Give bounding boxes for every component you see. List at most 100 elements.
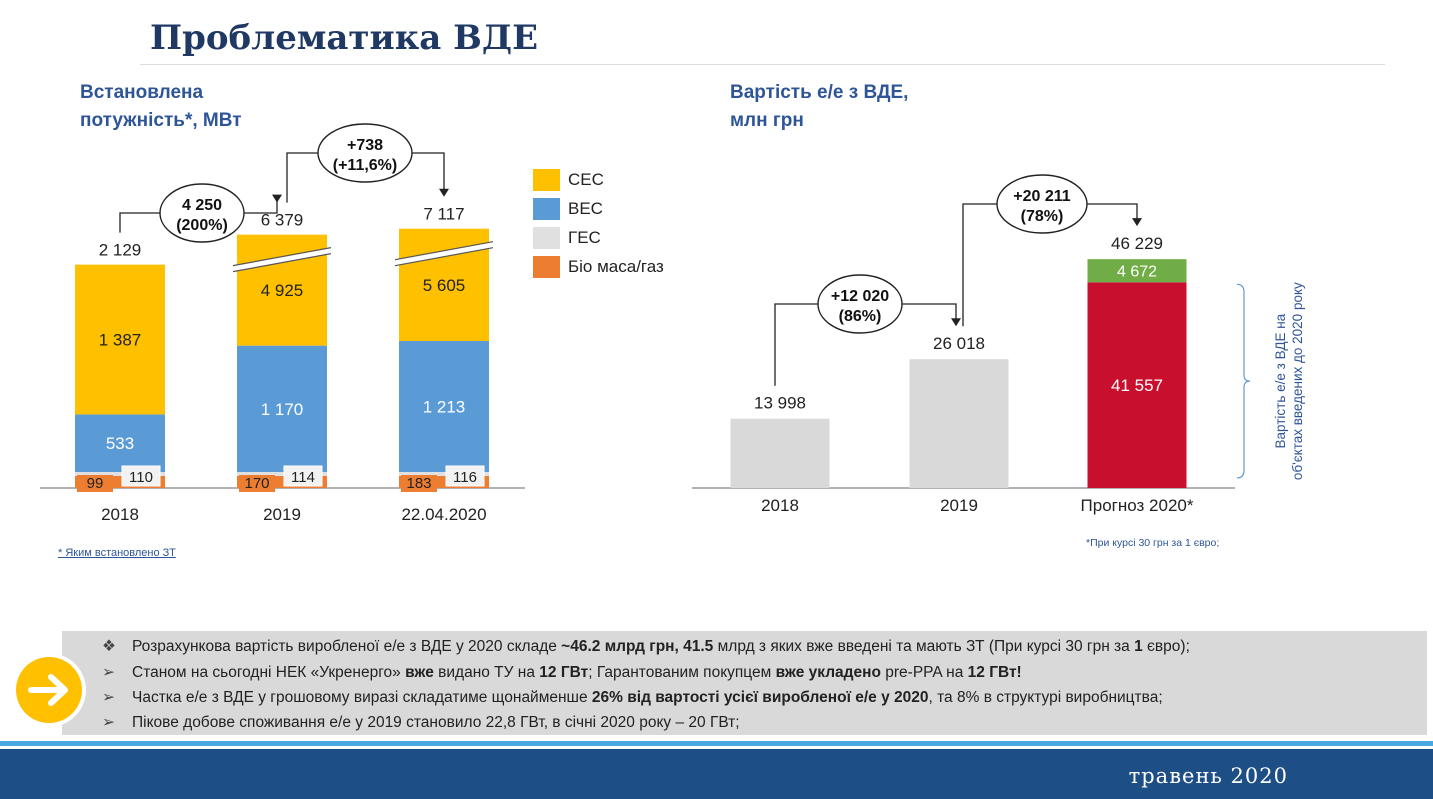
- legend-swatch-ges: [533, 226, 560, 249]
- data-label-bio-bg: [77, 475, 113, 492]
- brace-label: Вартість е/е з ВДЕ на об'єктах введених д…: [1273, 282, 1305, 480]
- axis-break-gap: [235, 247, 329, 272]
- axis-break-gap: [397, 241, 491, 266]
- bullet-text-bold: вже укладено: [775, 664, 881, 681]
- bar-segment-ves: [75, 414, 165, 472]
- bullet-text-segment: Пікове добове споживання е/е у 2019 стан…: [132, 714, 740, 731]
- cost-bubble-1-value: +12 020: [831, 288, 889, 305]
- bullet-text: Частка е/е з ВДЕ у грошовому виразі скла…: [132, 689, 1163, 706]
- bullet-text-segment: Розрахункова вартість виробленої е/е з В…: [132, 638, 562, 655]
- x-tick-label: 22.04.2020: [401, 505, 486, 524]
- x-tick-label: 2019: [263, 505, 301, 524]
- capacity-chart: 533 1 387 99 110 2 129 2018 1 170 4 925 170 114 6 …: [40, 123, 525, 524]
- summary-panel: ❖ Розрахункова вартість виробленої е/е з …: [62, 631, 1427, 735]
- bullet-2: ➢ Станом на сьогодні НЕК «Укренерго» вже …: [102, 663, 1022, 682]
- cost-total-label: 13 998: [754, 394, 806, 413]
- bullet-text-bold: ~46.2 млрд грн, 41.5: [561, 638, 714, 655]
- bullet-text-bold: 12 ГВт!: [967, 664, 1022, 681]
- data-label-bio: 99: [87, 475, 104, 492]
- growth-connector-1-arrowhead: [272, 194, 282, 203]
- cost-bubble-1-percent: (86%): [839, 308, 882, 325]
- data-label-bio-bg: [239, 475, 275, 492]
- growth-bubble-2-value: +738: [347, 137, 383, 154]
- legend-swatch-bio: [533, 255, 560, 278]
- data-label-bio: 183: [406, 475, 431, 492]
- bullet-text-bold: 1: [1134, 638, 1143, 655]
- bar-segment-ses: [75, 264, 165, 415]
- bullet-marker: ➢: [102, 714, 115, 731]
- cost-data-label-new: 4 672: [1117, 264, 1157, 281]
- title-divider: [140, 64, 1385, 65]
- data-label-ves: 1 213: [423, 397, 466, 416]
- axis-break-line: [232, 247, 332, 267]
- cost-bubble-2-value: +20 211: [1013, 188, 1071, 205]
- cost-bubble-1-ellipse: [817, 274, 903, 334]
- bar-total-label: 6 379: [261, 211, 304, 230]
- bullet-marker: ❖: [102, 638, 116, 655]
- footer-stripe-gap: [0, 746, 1433, 749]
- bullet-3: ➢ Частка е/е з ВДЕ у грошовому виразі скл…: [102, 688, 1163, 707]
- bullet-marker: ➢: [102, 664, 115, 681]
- data-label-ges: 110: [129, 469, 153, 486]
- capacity-chart-title: Встановлена потужність*, МВт: [80, 82, 242, 131]
- axis-break-line: [232, 253, 332, 273]
- bullet-text-segment: євро);: [1142, 638, 1190, 655]
- bullet-4: ➢ Пікове добове споживання е/е у 2019 ста…: [102, 713, 740, 732]
- growth-connector-2-arrowhead: [439, 188, 449, 197]
- bullet-text-segment: pre-PPA на: [880, 664, 968, 681]
- bar-segment-ges: [399, 472, 489, 476]
- footer-stripe: [0, 741, 1433, 746]
- bullet-text: Розрахункова вартість виробленої е/е з В…: [132, 638, 1190, 655]
- data-label-ses: 5 605: [423, 276, 466, 295]
- data-label-ves: 1 170: [261, 400, 304, 419]
- bullet-text-bold: вже: [405, 664, 434, 681]
- data-label-ses: 1 387: [99, 331, 142, 350]
- bullet-text-segment: видано ТУ на: [433, 664, 540, 681]
- legend-item-ves: ВЕС: [533, 194, 664, 223]
- growth-bubble-1-percent: (200%): [176, 217, 228, 234]
- cost-connector-1-arrowhead: [951, 318, 961, 327]
- bar-segment-ges: [75, 472, 165, 476]
- cost-total-label: 26 018: [933, 334, 985, 353]
- axis-break-line: [394, 241, 494, 261]
- legend-label-ges: ГЕС: [568, 227, 601, 247]
- cost-x-tick-label: 2018: [761, 496, 799, 515]
- arrow-right-icon: [16, 657, 82, 723]
- growth-bubble-2-ellipse: [317, 123, 413, 183]
- bullet-text-bold: 26% від вартості усієї виробленої е/е у …: [591, 689, 929, 706]
- cost-bubble-2-percent: (78%): [1021, 208, 1064, 225]
- bullet-text: Станом на сьогодні НЕК «Укренерго» вже в…: [132, 664, 1022, 681]
- data-label-ges-bg: [283, 465, 323, 487]
- data-label-ges-bg: [121, 465, 161, 487]
- data-label-ves: 533: [106, 434, 134, 453]
- growth-bubble-1-value: 4 250: [182, 197, 222, 214]
- axis-break-line: [394, 247, 494, 267]
- data-label-ges: 114: [291, 469, 315, 486]
- cost-chart: 13 998 2018 26 018 2019 41 557 4 672 Вартість …: [692, 174, 1305, 515]
- legend-item-ses: СЕС: [533, 165, 664, 194]
- cost-x-tick-label: 2019: [940, 496, 978, 515]
- brace-icon: [1236, 283, 1251, 479]
- bullet-text-segment: Частка е/е з ВДЕ у грошовому виразі скла…: [132, 689, 592, 706]
- bar-total-label: 2 129: [99, 241, 142, 260]
- x-tick-label: 2018: [101, 505, 139, 524]
- legend-label-bio: Біо маса/газ: [568, 256, 664, 276]
- bullet-text: Пікове добове споживання е/е у 2019 стан…: [132, 714, 740, 731]
- capacity-legend: СЕС ВЕС ГЕС Біо маса/газ: [533, 165, 664, 281]
- cost-data-label-existing: 41 557: [1111, 376, 1163, 395]
- cost-x-tick-label: Прогноз 2020*: [1081, 496, 1194, 515]
- data-label-ges: 116: [453, 469, 477, 486]
- legend-swatch-ses: [533, 168, 560, 191]
- data-label-ges-bg: [445, 465, 485, 487]
- legend-swatch-ves: [533, 197, 560, 220]
- capacity-footnote: * Яким встановлено ЗТ: [58, 547, 176, 559]
- growth-bubble-2-percent: (+11,6%): [333, 157, 397, 174]
- bullet-text-bold: 12 ГВт: [539, 664, 589, 681]
- data-label-bio-bg: [401, 475, 437, 492]
- bullet-text-segment: ; Гарантованим покупцем: [588, 664, 776, 681]
- slide-title: Проблематика ВДЕ: [150, 18, 538, 58]
- bullet-text-segment: , та 8% в структурі виробництва;: [928, 689, 1163, 706]
- cost-bar-segment-existing: [1087, 282, 1187, 488]
- bullet-text-segment: Станом на сьогодні НЕК «Укренерго»: [132, 664, 406, 681]
- legend-item-bio: Біо маса/газ: [533, 252, 664, 281]
